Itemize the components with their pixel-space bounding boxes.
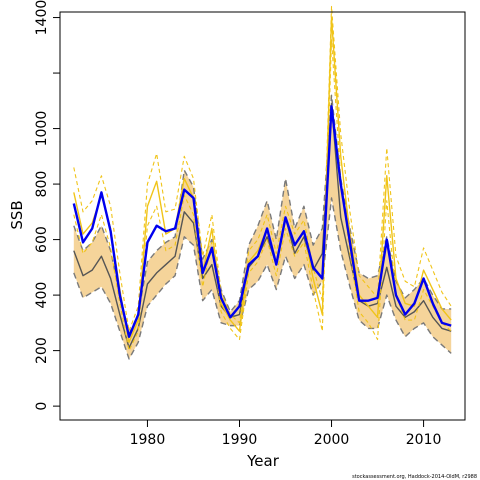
y-axis-title: SSB	[8, 200, 26, 229]
x-axis-title: Year	[246, 452, 280, 470]
y-tick-label-3: 600	[34, 226, 50, 253]
x-axis: 1980 1990 2000 2010	[130, 420, 442, 448]
series-line-retrospective-lower-6	[73, 39, 452, 352]
confidence-band	[73, 95, 452, 359]
credit-footer: stockassessment.org, Haddock-2014-OldM, …	[352, 474, 477, 480]
y-tick-label-2: 400	[34, 282, 50, 309]
series-lines-layer	[72, 5, 452, 360]
y-tick-label-4: 800	[34, 171, 50, 198]
plot-frame	[59, 11, 466, 421]
confidence-band-layer	[73, 95, 452, 359]
y-tick-label-0: 0	[34, 402, 50, 411]
y-tick-label-1: 200	[34, 337, 50, 364]
series-line-estimate-1	[73, 102, 452, 349]
series-line-assessment-7	[72, 105, 452, 338]
y-tick-label-5: 1000	[34, 111, 50, 147]
y-tick-label-7: 1400	[34, 0, 50, 35]
series-line-retrospective-upper-5	[73, 5, 452, 332]
y-axis: 0 200 400 600 800 1000 1400	[34, 0, 60, 411]
x-tick-label-2: 2000	[314, 432, 350, 448]
x-tick-label-1: 1990	[222, 432, 258, 448]
x-tick-label-3: 2010	[406, 432, 442, 448]
x-tick-label-0: 1980	[130, 432, 166, 448]
series-line-band-edge-3	[73, 197, 452, 360]
